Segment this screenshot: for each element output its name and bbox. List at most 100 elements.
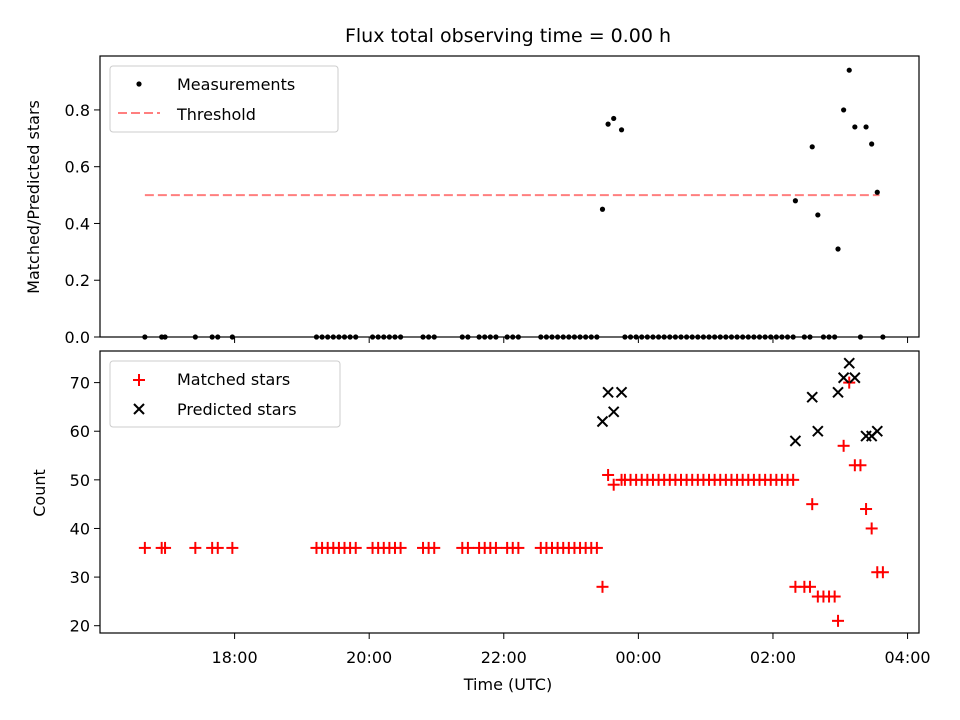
bottom-ytick-label: 60 [70,422,90,441]
measurement-point [717,334,723,340]
measurement-point [142,334,148,340]
measurement-point [543,334,550,340]
predicted-star-point [806,391,818,403]
measurement-point [381,334,387,340]
predicted-star-point [871,425,883,437]
measurement-point [633,334,639,340]
matched-star-point [489,541,502,554]
measurement-point [644,334,650,340]
legend-threshold-label: Threshold [176,105,256,124]
top-ylabel: Matched/Predicted stars [24,100,43,294]
measurement-point [555,334,561,340]
measurement-point [857,334,864,340]
measurement-point [678,334,684,340]
matched-star-point [189,541,202,554]
bottom-xtick-label: 00:00 [615,648,661,667]
top-panel: Matched/Predicted stars 0.00.20.40.60.8 … [24,55,920,347]
matched-star-point [602,468,615,481]
matched-star-point [806,498,819,511]
legend-predicted-label: Predicted stars [177,400,297,419]
bottom-legend-box [109,360,341,428]
bottom-yticks: 20 30 40 50 60 70 [70,374,100,636]
measurement-point [779,334,785,340]
measurement-point [487,334,493,340]
measurement-point [672,334,678,340]
matched-star-point [512,541,525,554]
measurement-point [549,334,555,340]
matched-star-point [837,439,850,452]
measurement-point [689,334,695,340]
measurement-point [420,334,426,340]
measurement-point [392,334,398,340]
bottom-ytick-label: 50 [70,471,90,490]
measurement-point [863,124,869,130]
measurement-point [386,334,392,340]
measurement-point [841,107,847,113]
matched-star-point [590,541,603,554]
matched-star-point [428,541,441,554]
measurement-point [583,334,589,340]
measurement-point [846,67,852,73]
legend-matched-marker [133,374,145,386]
legend-measurements-marker [136,81,142,87]
measurement-point [215,334,221,340]
bottom-xtick-label: 18:00 [212,648,258,667]
measurement-point [832,334,838,340]
measurement-point [375,334,381,340]
legend-predicted-marker [133,403,145,415]
bottom-ytick-label: 40 [70,519,90,538]
measurement-point [801,334,807,340]
measurement-point [353,334,359,340]
measurement-point [734,334,740,340]
bottom-ytick-label: 30 [70,568,90,587]
measurement-point [745,334,751,340]
legend-measurements-label: Measurements [177,75,295,94]
legend-matched-label: Matched stars [177,370,290,389]
top-yticks: 0.0 0.2 0.4 0.6 0.8 [65,101,100,347]
measurement-point [627,334,634,340]
measurement-point [874,189,880,195]
matched-star-point [854,459,867,472]
measurement-point [784,334,791,340]
measurement-point [330,334,336,340]
measurement-point [313,334,320,340]
measurement-point [341,334,348,340]
bottom-points [138,357,889,627]
measurement-point [510,334,516,340]
measurement-point [880,334,886,340]
measurement-point [162,334,168,340]
measurement-point [588,334,594,340]
measurement-point [792,198,798,204]
measurement-point [700,334,707,340]
measurement-point [809,144,815,150]
measurement-point [751,334,757,340]
measurement-point [639,334,645,340]
measurement-point [820,334,827,340]
matched-star-point [787,473,800,486]
measurement-point [773,334,779,340]
measurement-point [229,334,235,340]
measurement-point [605,121,611,127]
measurement-point [465,334,471,340]
matched-star-point [226,541,239,554]
bottom-ylabel: Count [30,469,49,517]
measurement-point [459,334,465,340]
top-ytick-label: 0.8 [65,101,90,120]
chart-title: Flux total observing time = 0.00 h [345,25,671,47]
measurement-point [515,334,521,340]
matched-star-point [803,580,816,593]
predicted-star-point [837,372,850,384]
bottom-xtick-label: 04:00 [885,648,931,667]
top-points [142,67,886,340]
bottom-xtick-label: 02:00 [750,648,796,667]
matched-star-point [349,541,362,554]
matched-star-point [461,541,474,554]
top-ytick-label: 0.0 [65,328,90,347]
matched-star-point [394,541,407,554]
measurement-point [852,124,858,130]
measurement-point [768,334,774,340]
matched-star-point [828,590,841,603]
measurement-point [504,334,510,340]
predicted-star-point [607,406,620,418]
measurement-point [599,206,606,212]
